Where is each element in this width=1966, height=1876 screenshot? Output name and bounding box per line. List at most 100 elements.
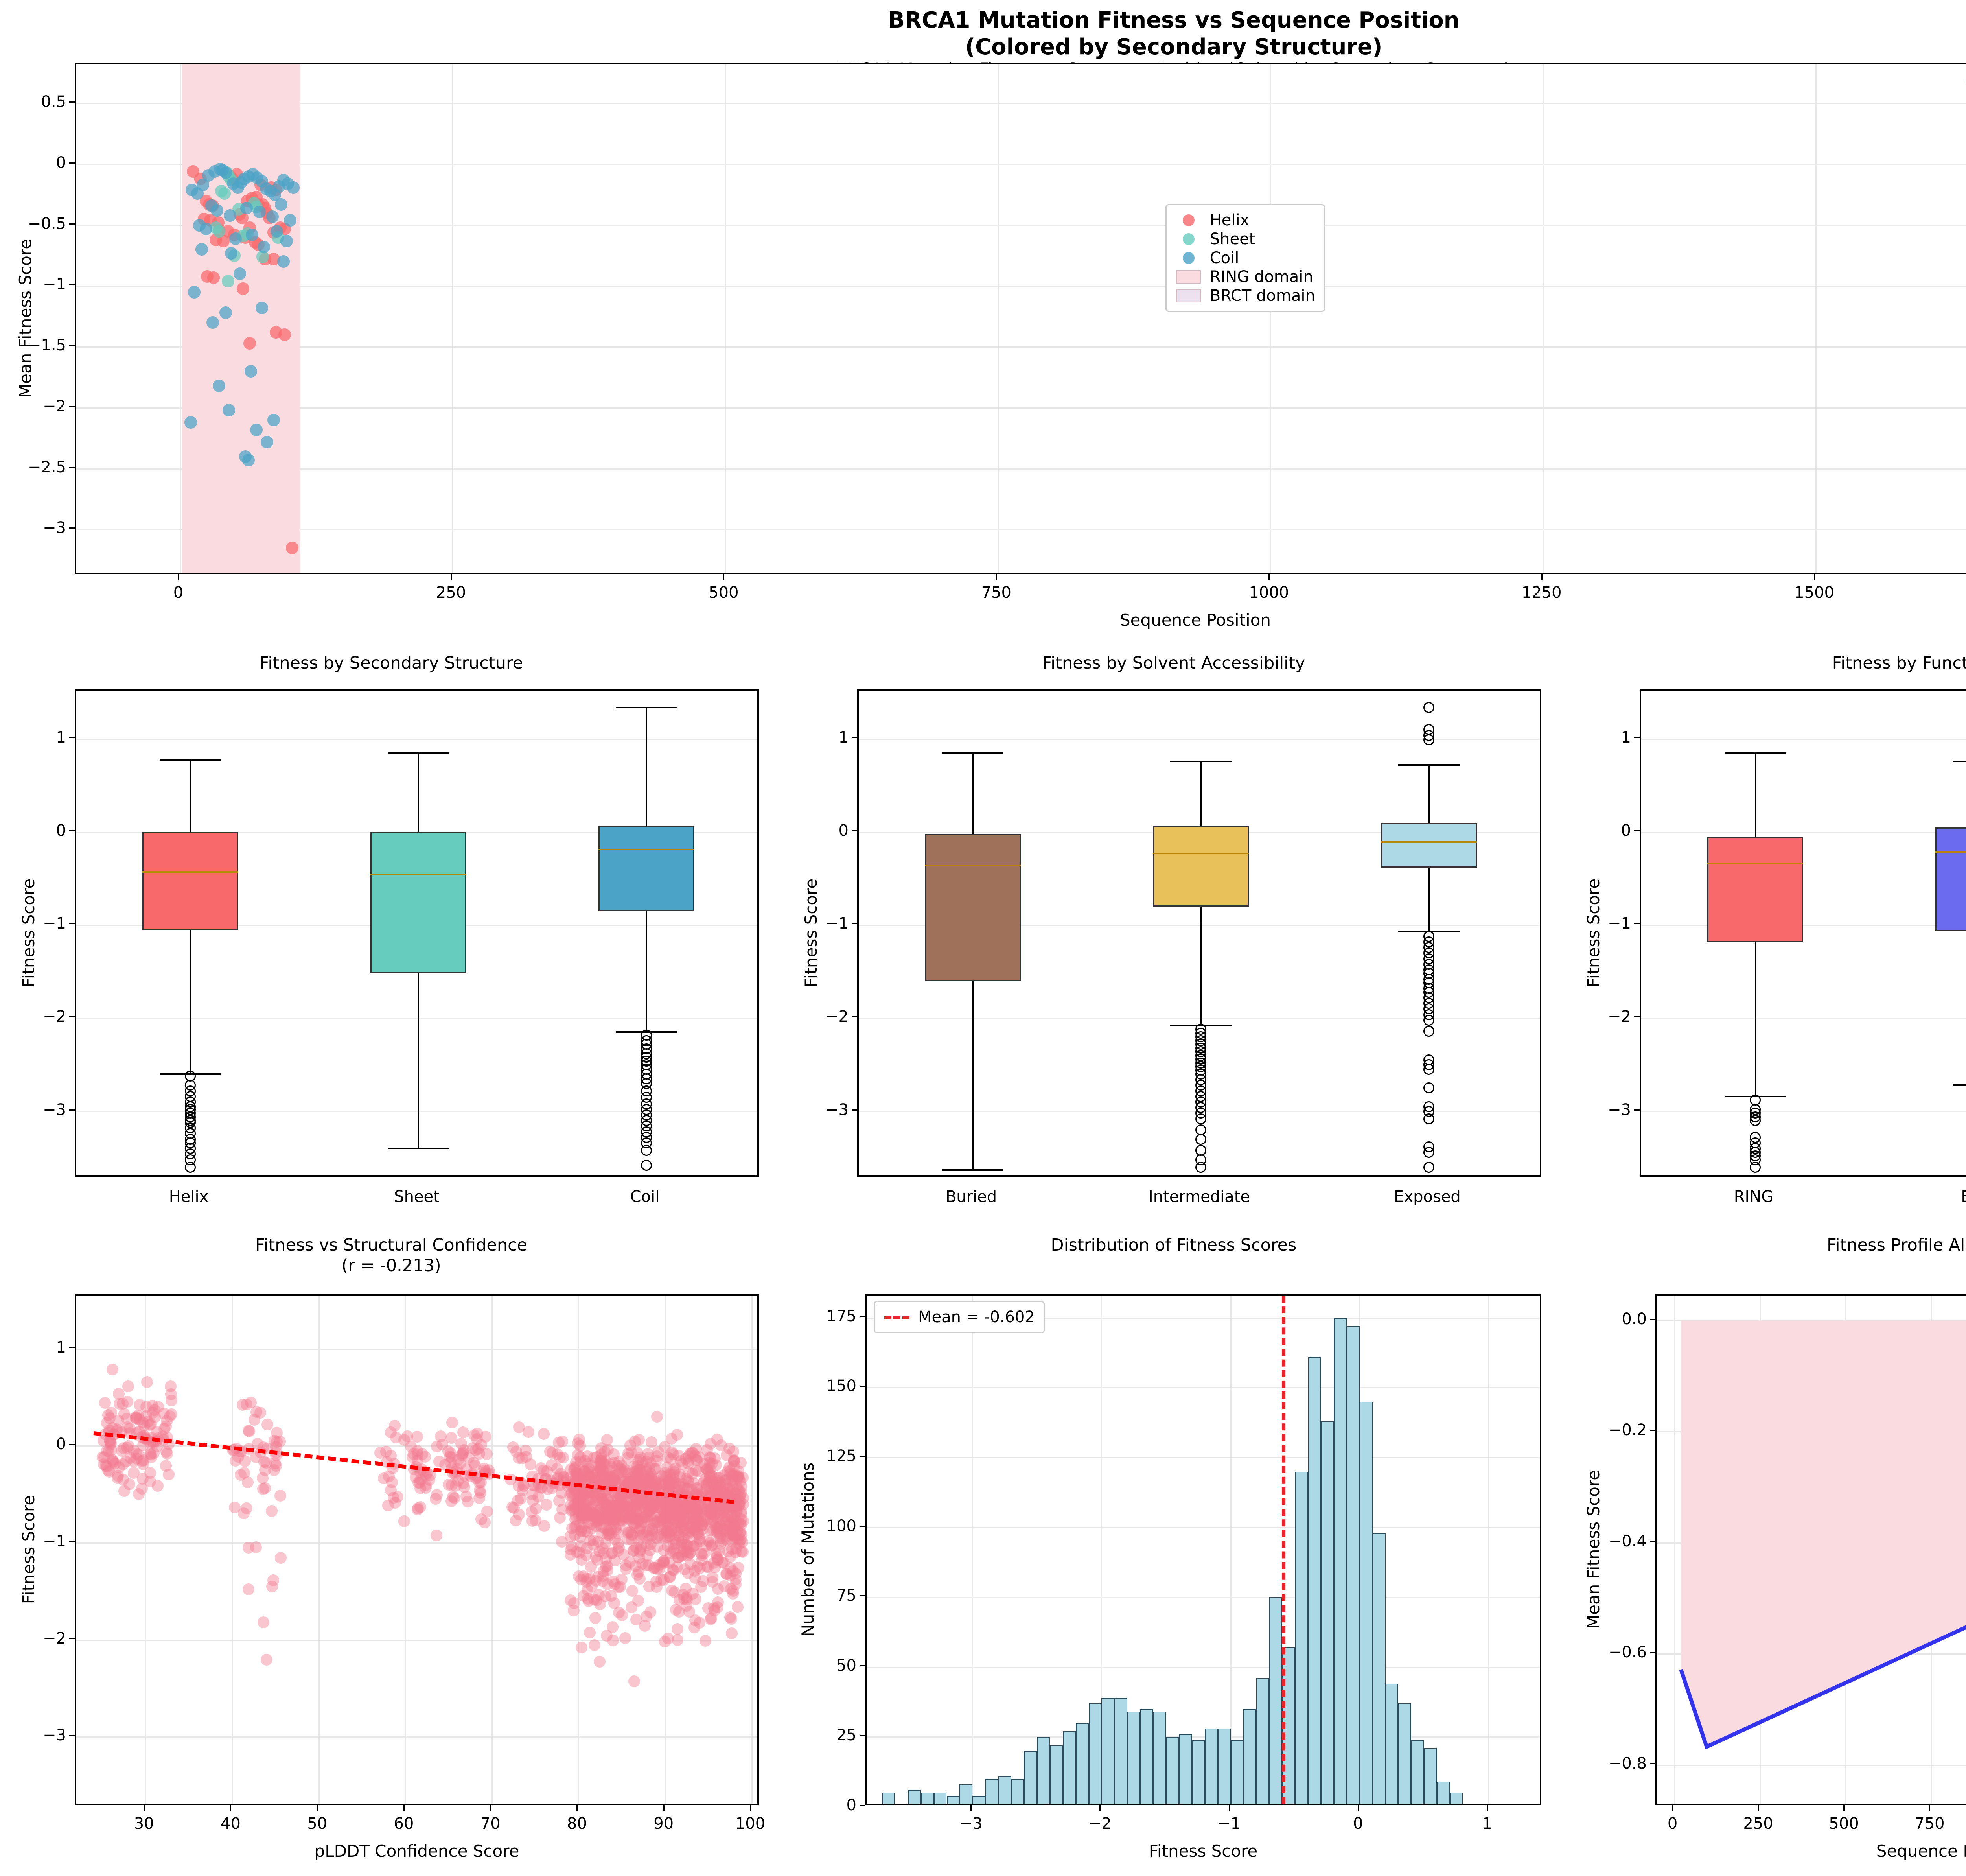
histogram-xtick-label-2: −1 xyxy=(1217,1815,1241,1833)
profile-xtick-label-2: 500 xyxy=(1829,1815,1859,1833)
scatter-position-xtick-label-2: 500 xyxy=(709,584,739,602)
scatter-point-plddt xyxy=(657,1574,670,1586)
scatter-position-xtick-mark xyxy=(1814,574,1815,580)
histogram-ytick-mark xyxy=(860,1665,865,1666)
histogram-bar xyxy=(933,1793,947,1804)
profile-ytick-label-3: −0.6 xyxy=(1608,1643,1647,1662)
scatter-position-gridline-v xyxy=(179,64,181,573)
scatter-point-plddt xyxy=(522,1426,534,1438)
scatter-point-plddt xyxy=(510,1515,522,1527)
box-fd-ytick-mark xyxy=(1634,1109,1640,1111)
scatter-point-plddt xyxy=(591,1513,603,1525)
profile-ytick-label-0: 0.0 xyxy=(1622,1310,1647,1328)
box-ss-gridline-h xyxy=(76,1111,757,1112)
histogram-bar xyxy=(1166,1737,1179,1804)
mean-line xyxy=(1282,1296,1286,1804)
scatter-point-coil xyxy=(213,380,226,393)
scatter-point-plddt xyxy=(510,1445,522,1458)
box-sa-box-exposed xyxy=(1381,823,1477,868)
scatter-point-plddt xyxy=(646,1436,658,1448)
box-sa-axes xyxy=(857,689,1541,1177)
scatter-point-coil xyxy=(277,255,290,268)
legend-label-2: Coil xyxy=(1209,249,1239,267)
scatter-point-plddt xyxy=(254,1406,266,1419)
box-sa-outlier xyxy=(1423,1146,1434,1158)
scatter-position-xtick-label-0: 0 xyxy=(173,584,184,602)
box-sa-title: Fitness by Solvent Accessibility xyxy=(1042,653,1305,673)
box-ss-panel: Fitness by Secondary Structure 1 0 −1 −2 −3 Fi… xyxy=(0,653,782,1243)
scatter-position-gridline-h xyxy=(76,407,1966,409)
profile-ytick-mark xyxy=(1650,1318,1655,1320)
legend-entry-1: Sheet xyxy=(1174,230,1315,249)
scatter-position-ytick-mark xyxy=(69,162,75,164)
box-ss-whisker-cap xyxy=(616,706,677,708)
scatter-point-plddt xyxy=(161,1447,173,1460)
scatter-point-plddt xyxy=(632,1515,644,1527)
scatter-position-ytick-label-0: 0.5 xyxy=(41,93,66,111)
scatter-point-plddt xyxy=(266,1581,278,1593)
histogram-bar xyxy=(959,1784,973,1804)
histogram-xtick-mark xyxy=(1099,1805,1101,1811)
histogram-bar xyxy=(1424,1748,1437,1804)
box-sa-category-label-1: Intermediate xyxy=(1148,1188,1250,1206)
histogram-title: Distribution of Fitness Scores xyxy=(1051,1235,1297,1255)
scatter-plddt-xtick-mark xyxy=(317,1805,318,1811)
box-ss-ytick-mark xyxy=(69,1109,75,1111)
scatter-point-plddt xyxy=(526,1515,538,1527)
histogram-ytick-label-6: 150 xyxy=(826,1377,856,1395)
box-fd-gridline-h xyxy=(1641,739,1966,740)
scatter-position-gridline-v xyxy=(1815,64,1817,573)
legend-marker-mean xyxy=(882,1315,912,1319)
box-sa-outlier xyxy=(1195,1113,1206,1124)
scatter-position-ytick-label-3: −1 xyxy=(43,275,66,294)
scatter-point-plddt xyxy=(701,1444,713,1456)
scatter-point-plddt xyxy=(591,1554,603,1566)
scatter-point-plddt xyxy=(431,1489,443,1501)
histogram-bar xyxy=(1088,1703,1102,1804)
box-sa-ytick-mark xyxy=(852,923,857,925)
legend-patch-icon xyxy=(1176,289,1201,303)
box-sa-outlier xyxy=(1423,734,1434,746)
scatter-point-plddt xyxy=(388,1458,401,1470)
scatter-position-ytick-mark xyxy=(69,284,75,286)
histogram-ytick-mark xyxy=(860,1525,865,1527)
histogram-ytick-mark xyxy=(860,1735,865,1736)
histogram-bar xyxy=(1062,1731,1076,1804)
scatter-point-plddt xyxy=(261,1419,274,1431)
box-fd-median-ring xyxy=(1707,862,1803,864)
scatter-point-plddt xyxy=(642,1559,655,1571)
box-fd-ytick-label-3: −2 xyxy=(1608,1007,1631,1026)
box-fd-outlier xyxy=(1750,1115,1761,1126)
histogram-bar xyxy=(1385,1684,1399,1804)
scatter-point-plddt xyxy=(513,1421,525,1433)
scatter-point-coil xyxy=(240,202,253,215)
histogram-bar xyxy=(1205,1729,1218,1804)
scatter-plddt-gridline-h xyxy=(76,1639,757,1641)
legend-label-3: RING domain xyxy=(1209,268,1313,286)
scatter-point-plddt xyxy=(672,1450,684,1462)
histogram-bar xyxy=(1437,1782,1450,1804)
histogram-gridline-h xyxy=(867,1736,1540,1738)
box-sa-ytick-mark xyxy=(852,1016,857,1017)
scatter-point-plddt xyxy=(165,1388,177,1401)
scatter-position-xtick-mark xyxy=(450,574,452,580)
histogram-xtick-mark xyxy=(1357,1805,1359,1811)
scatter-position-gridline-v xyxy=(1270,64,1272,573)
scatter-point-plddt xyxy=(725,1612,737,1625)
scatter-point-plddt xyxy=(628,1675,640,1688)
box-ss-category-label-2: Coil xyxy=(630,1188,660,1206)
scatter-position-xtick-label-1: 250 xyxy=(436,584,466,602)
box-sa-ytick-label-3: −2 xyxy=(825,1007,849,1026)
scatter-point-plddt xyxy=(677,1589,690,1601)
legend-entry-mean: Mean = -0.602 xyxy=(882,1308,1035,1327)
box-fd-whisker-cap xyxy=(1953,760,1966,762)
scatter-plddt-gridline-h xyxy=(76,1542,757,1544)
scatter-point-plddt xyxy=(380,1445,392,1458)
scatter-position-gridline-v xyxy=(1543,64,1544,573)
scatter-plddt-xtick-mark xyxy=(749,1805,751,1811)
scatter-point-plddt xyxy=(424,1469,436,1482)
scatter-point-plddt xyxy=(643,1580,655,1592)
legend-dot-icon xyxy=(1182,233,1195,245)
box-fd-box-brct xyxy=(1935,827,1966,931)
scatter-point-plddt xyxy=(144,1419,156,1431)
